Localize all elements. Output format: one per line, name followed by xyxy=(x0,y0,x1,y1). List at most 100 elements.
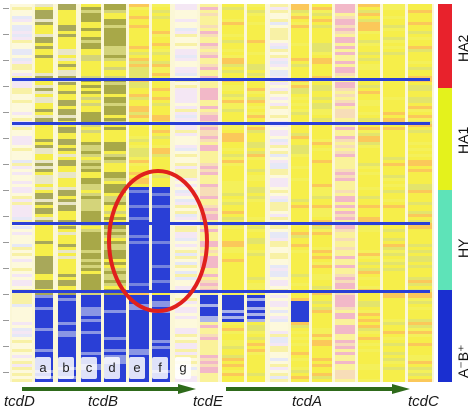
heatmap-cell xyxy=(291,352,309,355)
heatmap-cell xyxy=(312,208,332,211)
heatmap-cell xyxy=(12,367,32,370)
heatmap-cell xyxy=(152,91,170,94)
heatmap-cell xyxy=(358,316,380,319)
heatmap-cell xyxy=(312,268,332,271)
heatmap-cell xyxy=(270,334,288,337)
heatmap-cell xyxy=(129,184,149,187)
heatmap-cell xyxy=(200,355,218,358)
heatmap-cell xyxy=(247,367,265,370)
heatmap-cell xyxy=(312,214,332,217)
heatmap-cell xyxy=(291,109,309,112)
heatmap-cell xyxy=(247,310,265,313)
heatmap-cell xyxy=(291,184,309,187)
heatmap-cell xyxy=(247,208,265,211)
heatmap-cell xyxy=(291,37,309,40)
heatmap-cell xyxy=(408,106,432,109)
heatmap-cell xyxy=(383,163,405,166)
heatmap-cell xyxy=(175,334,197,337)
heatmap-cell xyxy=(247,247,265,250)
heatmap-cell xyxy=(358,49,380,52)
heatmap-cell xyxy=(408,166,432,169)
heatmap-cell xyxy=(58,151,76,154)
heatmap-cell xyxy=(104,76,126,79)
heatmap-cell xyxy=(58,262,76,265)
heatmap-cell xyxy=(291,157,309,160)
heatmap-cell xyxy=(12,319,32,322)
heatmap-cell xyxy=(12,286,32,289)
heatmap-cell xyxy=(200,358,218,361)
heatmap-cell xyxy=(200,328,218,331)
heatmap-cell xyxy=(335,145,355,148)
heatmap-cell xyxy=(335,64,355,67)
heatmap-cell xyxy=(270,337,288,340)
heatmap-cell xyxy=(222,199,244,202)
heatmap-cell xyxy=(270,340,288,343)
heatmap-cell xyxy=(270,46,288,49)
heatmap-cell xyxy=(58,211,76,214)
heatmap-cell xyxy=(291,106,309,109)
heatmap-cell xyxy=(408,256,432,259)
heatmap-cell xyxy=(247,253,265,256)
heatmap-cell xyxy=(383,364,405,367)
heatmap-cell xyxy=(383,70,405,73)
heatmap-cell xyxy=(200,190,218,193)
heatmap-cell xyxy=(58,334,76,337)
heatmap-cell xyxy=(408,169,432,172)
heatmap-cell xyxy=(175,91,197,94)
heatmap-cell xyxy=(81,262,101,265)
heatmap-cell xyxy=(175,52,197,55)
heatmap-cell xyxy=(383,262,405,265)
heatmap-cell xyxy=(383,166,405,169)
heatmap-cell xyxy=(35,64,53,67)
heatmap-cell xyxy=(152,52,170,55)
heatmap-cell xyxy=(200,58,218,61)
heatmap-cell xyxy=(35,379,53,382)
heatmap-cell xyxy=(200,274,218,277)
heatmap-cell xyxy=(81,175,101,178)
heatmap-cell xyxy=(270,364,288,367)
heatmap-cell xyxy=(270,133,288,136)
heatmap-cell xyxy=(270,163,288,166)
gene-label-tcdE: tcdE xyxy=(193,393,224,410)
heatmap-cell xyxy=(58,130,76,133)
heatmap-cell xyxy=(175,22,197,25)
heatmap-cell xyxy=(152,73,170,76)
heatmap-cell xyxy=(58,244,76,247)
heatmap-cell xyxy=(408,217,432,220)
heatmap-cell xyxy=(312,325,332,328)
heatmap-cell xyxy=(104,175,126,178)
heatmap-cell xyxy=(408,364,432,367)
heatmap-cell xyxy=(35,133,53,136)
heatmap-cell xyxy=(270,247,288,250)
heatmap-cell xyxy=(335,283,355,286)
heatmap-cell xyxy=(152,85,170,88)
heatmap-cell xyxy=(129,103,149,106)
heatmap-cell xyxy=(129,10,149,13)
heatmap-cell xyxy=(270,103,288,106)
heatmap-cell xyxy=(270,127,288,130)
heatmap-cell xyxy=(81,295,101,298)
heatmap-cell xyxy=(270,331,288,334)
heatmap-cell xyxy=(358,187,380,190)
heatmap-cell xyxy=(291,232,309,235)
heatmap-cell xyxy=(335,40,355,43)
heatmap-cell xyxy=(312,40,332,43)
heatmap-cell xyxy=(58,133,76,136)
heatmap-cell xyxy=(312,355,332,358)
heatmap-cell xyxy=(12,325,32,328)
heatmap-cell xyxy=(200,367,218,370)
heatmap-cell xyxy=(247,43,265,46)
heatmap-cell xyxy=(291,112,309,115)
heatmap-cell xyxy=(408,226,432,229)
heatmap-cell xyxy=(200,160,218,163)
heatmap-cell xyxy=(383,337,405,340)
heatmap-cell xyxy=(12,94,32,97)
heatmap-cell xyxy=(358,34,380,37)
heatmap-cell xyxy=(104,295,126,298)
heatmap-cell xyxy=(291,265,309,268)
heatmap-cell xyxy=(335,70,355,73)
heatmap-cell xyxy=(408,355,432,358)
heatmap-cell xyxy=(312,52,332,55)
heatmap-cell xyxy=(81,331,101,334)
heatmap-cell xyxy=(152,157,170,160)
